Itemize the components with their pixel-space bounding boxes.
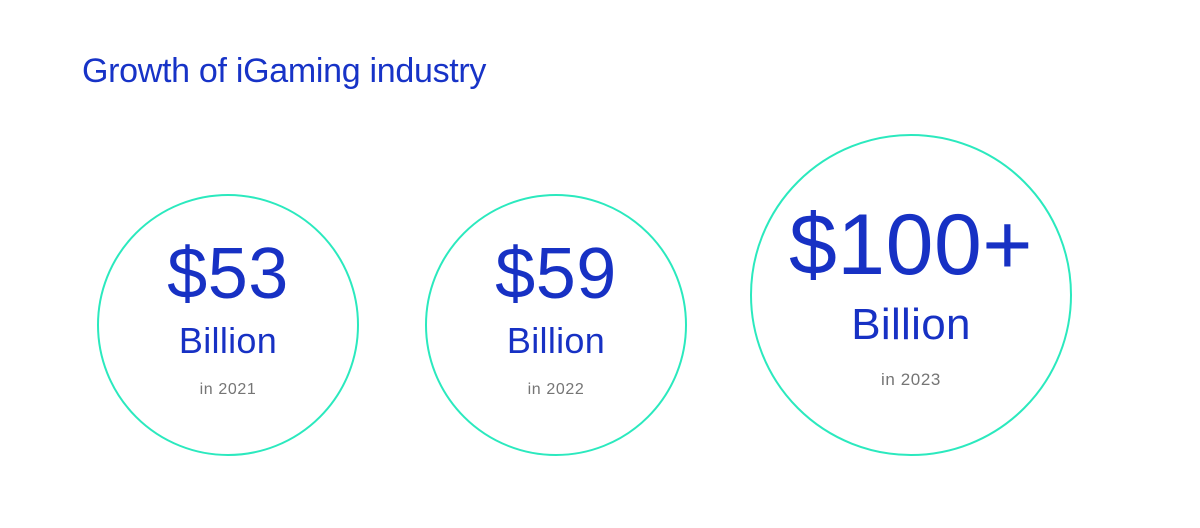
year-label-2023: in 2023	[881, 370, 941, 389]
value-label-2021: $53	[167, 234, 289, 314]
value-label-2023: $100+	[788, 197, 1034, 293]
growth-circle-2022: $59 Billion in 2022	[425, 194, 687, 456]
unit-label-2023: Billion	[851, 300, 971, 349]
value-label-2022: $59	[495, 234, 617, 314]
growth-circle-2023: $100+ Billion in 2023	[750, 134, 1072, 456]
growth-circle-2021: $53 Billion in 2021	[97, 194, 359, 456]
year-label-2021: in 2021	[199, 381, 257, 398]
unit-label-2022: Billion	[506, 320, 606, 361]
unit-label-2021: Billion	[178, 320, 278, 361]
year-label-2022: in 2022	[527, 381, 585, 398]
page-title: Growth of iGaming industry	[82, 52, 487, 90]
